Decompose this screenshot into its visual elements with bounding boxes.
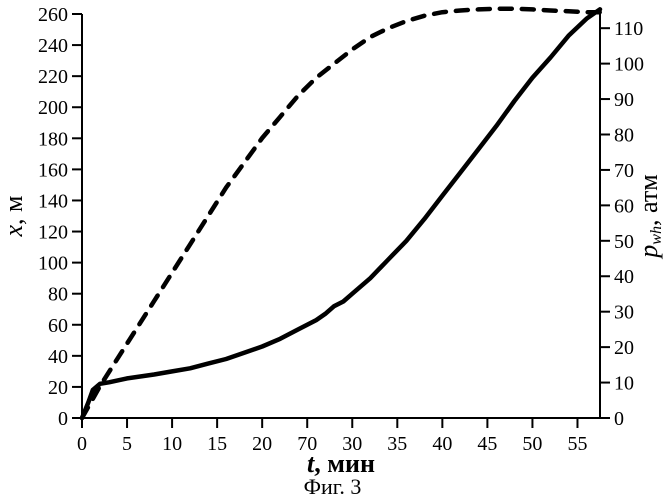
x-tick-label: 40: [432, 433, 452, 455]
y-left-tick-label: 80: [48, 284, 68, 306]
y-left-tick-label: 100: [38, 253, 68, 275]
series-group: [82, 9, 600, 418]
series-p-dashed: [82, 9, 600, 418]
y-left-tick-label: 140: [38, 190, 68, 212]
y-left-tick-label: 160: [38, 159, 68, 181]
y-left-tick-label: 40: [48, 346, 68, 368]
y-left-tick-label: 60: [48, 315, 68, 337]
y-left-label: x, м: [0, 196, 28, 238]
x-tick-label: 45: [477, 433, 497, 455]
line-chart: 020406080100120140160180200220240260 010…: [0, 0, 665, 500]
y-left-tick-label: 260: [38, 4, 68, 26]
x-tick-label: 55: [567, 433, 587, 455]
y-left-tick-label: 220: [38, 66, 68, 88]
x-tick-label: 20: [252, 433, 272, 455]
y-left-tick-label: 180: [38, 128, 68, 150]
y-right-tick-label: 60: [614, 195, 634, 217]
x-tick-label: 5: [122, 433, 132, 455]
series-x-solid: [82, 9, 600, 418]
y-right-tick-label: 110: [614, 18, 643, 40]
y-left-tick-label: 200: [38, 97, 68, 119]
y-right-tick-label: 20: [614, 337, 634, 359]
x-tick-label: 35: [387, 433, 407, 455]
y-right-tick-label: 70: [614, 160, 634, 182]
y-right-label: pwh, атм: [634, 174, 665, 260]
y-left-tick-label: 240: [38, 35, 68, 57]
y-right-tick-label: 10: [614, 373, 634, 395]
axis-labels: x, мpwh, атмt, мин: [0, 174, 665, 478]
x-tick-label: 15: [207, 433, 227, 455]
x-tick-label: 10: [162, 433, 182, 455]
y-right-tick-label: 50: [614, 231, 634, 253]
y-right-tick-label: 90: [614, 89, 634, 111]
y-right-tick-label: 100: [614, 54, 644, 76]
y-left-tick-label: 120: [38, 222, 68, 244]
x-tick-label: 0: [77, 433, 87, 455]
y-right-tick-label: 80: [614, 124, 634, 146]
x-tick-label: 50: [522, 433, 542, 455]
plot-frame: [82, 14, 600, 418]
y-right-tick-label: 30: [614, 302, 634, 324]
y-left-tick-label: 0: [58, 408, 68, 430]
y-right-tick-label: 0: [614, 408, 624, 430]
y-right-tick-label: 40: [614, 266, 634, 288]
figure-caption: Фиг. 3: [304, 474, 362, 499]
y-left-axis: 0 20 40 60 80 100 120 140 160 180 200 220 240 260: [38, 4, 82, 430]
y-left-tick-label: 20: [48, 377, 68, 399]
